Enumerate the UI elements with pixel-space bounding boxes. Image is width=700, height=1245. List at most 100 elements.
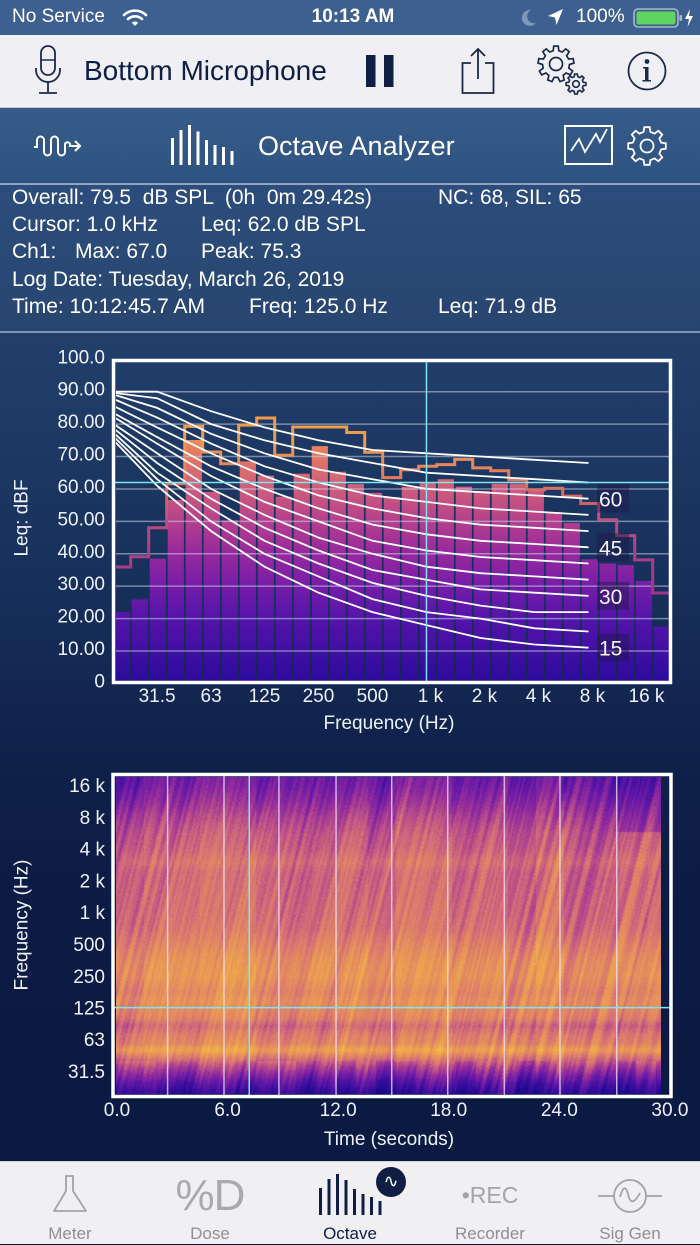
octave-bar xyxy=(437,479,454,684)
pause-button[interactable] xyxy=(364,53,396,89)
sine-generator-icon xyxy=(598,1179,662,1213)
wifi-icon xyxy=(122,9,148,26)
cursor-frequency: Cursor: 1.0 kHz xyxy=(12,213,158,236)
battery-percent: 100% xyxy=(576,6,625,27)
share-icon xyxy=(461,62,495,94)
spectrogram-y-tick-label: 31.5 xyxy=(68,1062,105,1083)
nc-curve xyxy=(116,394,589,500)
log-time: Time: 10:12:45.7 AM xyxy=(12,295,205,318)
x-tick-label: 8 k xyxy=(580,686,606,707)
tab-bar: Meter %D Dose ∿ Octave •REC Recorder Sig… xyxy=(0,1161,700,1244)
charts-overlay[interactable]: 15 30 45 60 100.0 90.00 80.00 70.00 60.00 50.00 40… xyxy=(0,333,700,1161)
octave-bar xyxy=(116,612,130,684)
spectrogram-overlay: 16 k 8 k 4 k 2 k 1 k 500 250 125 63 31.5 0.0 6.0 12.… xyxy=(12,772,688,1150)
analyzer-header: Octave Analyzer xyxy=(0,108,700,183)
y-axis-title: Leq: dBF xyxy=(12,479,33,556)
y-tick-label: 0 xyxy=(94,671,105,692)
tab-octave[interactable]: ∿ Octave xyxy=(280,1162,420,1245)
octave-bar xyxy=(329,471,346,684)
tab-sig-gen[interactable]: Sig Gen xyxy=(560,1162,700,1245)
share-button[interactable] xyxy=(459,46,497,96)
octave-bar xyxy=(545,511,562,684)
spectrogram-y-tick-label: 500 xyxy=(73,935,105,956)
octave-bar xyxy=(473,490,490,684)
pause-icon xyxy=(366,55,376,87)
input-source-label[interactable]: Bottom Microphone xyxy=(84,55,327,86)
spectrogram-x-tick-label: 0.0 xyxy=(104,1100,130,1121)
x-tick-label: 125 xyxy=(249,686,281,707)
octave-bar xyxy=(257,475,274,684)
nc-curves xyxy=(116,390,589,649)
log-date: Log Date: Tuesday, March 26, 2019 xyxy=(12,268,345,291)
overall-level: Overall: 79.5 dB SPL (0h 0m 29.42s) xyxy=(12,186,372,209)
x-tick-label: 2 k xyxy=(472,686,498,707)
spectrogram-x-tick-label: 24.0 xyxy=(541,1100,578,1121)
battery-icon xyxy=(633,8,693,28)
y-tick-label: 10.00 xyxy=(57,639,105,660)
octave-bar xyxy=(653,626,670,684)
clock: 10:13 AM xyxy=(311,6,395,27)
spectrogram-image[interactable] xyxy=(116,777,661,1094)
spectrogram-y-axis-title: Frequency (Hz) xyxy=(12,860,33,991)
tab-recorder[interactable]: •REC Recorder xyxy=(420,1162,560,1245)
waveform-arrow-icon[interactable] xyxy=(32,132,84,160)
log-leq: Leq: 71.9 dB xyxy=(438,295,558,318)
spectrogram-y-tick-label: 8 k xyxy=(80,808,106,829)
spectrogram-y-tick-label: 4 k xyxy=(80,840,106,861)
tab-label: Octave xyxy=(323,1224,377,1243)
nc-curve xyxy=(116,406,589,532)
octave-bar xyxy=(347,484,364,684)
octave-bar xyxy=(617,565,634,684)
flask-icon xyxy=(53,1175,87,1212)
microphone-icon[interactable] xyxy=(32,44,64,96)
octave-bars-icon xyxy=(319,1174,382,1215)
spectrogram-x-tick-label: 30.0 xyxy=(651,1100,688,1121)
log-frequency: Freq: 125.0 Hz xyxy=(249,295,388,318)
octave-bar xyxy=(167,499,184,684)
nc-curve-label: 60 xyxy=(599,489,622,512)
chart-view-button[interactable] xyxy=(563,124,615,166)
info-button[interactable] xyxy=(626,50,668,92)
y-tick-label: 90.00 xyxy=(57,380,105,401)
octave-bar xyxy=(275,496,292,684)
y-tick-label: 60.00 xyxy=(57,477,105,498)
rec-icon: •REC xyxy=(461,1182,519,1208)
nc-curve xyxy=(116,390,589,464)
octave-plot[interactable]: 15 30 45 60 xyxy=(104,390,670,684)
charging-bolt-icon xyxy=(685,9,693,27)
chart-view-icon xyxy=(564,125,613,165)
octave-bar xyxy=(203,491,220,684)
spectrogram-x-tick-label: 6.0 xyxy=(214,1100,240,1121)
nc-curve xyxy=(116,424,589,581)
spectrogram-x-axis-title: Time (seconds) xyxy=(324,1129,454,1150)
nc-curve xyxy=(116,392,589,484)
spectrogram-y-tick-label: 250 xyxy=(73,967,105,988)
nc-label-bg xyxy=(597,633,629,662)
tab-meter[interactable]: Meter xyxy=(0,1162,140,1245)
x-tick-label: 500 xyxy=(357,686,389,707)
analyzer-title: Octave Analyzer xyxy=(258,131,455,161)
percent-d-icon: %D xyxy=(175,1171,246,1220)
x-tick-label: 31.5 xyxy=(139,686,176,707)
nc-curve-label: 45 xyxy=(599,537,622,560)
y-tick-label: 40.00 xyxy=(57,542,105,563)
tab-label: Dose xyxy=(190,1224,230,1243)
spectrogram-y-tick-label: 125 xyxy=(73,999,105,1020)
spectrogram-y-tick-label: 63 xyxy=(84,1030,105,1051)
octave-bar xyxy=(401,486,418,684)
octave-bar xyxy=(419,482,436,684)
readout-panel: Overall: 79.5 dB SPL (0h 0m 29.42s) NC: … xyxy=(0,185,700,331)
tab-dose[interactable]: %D Dose xyxy=(140,1162,280,1245)
octave-bar xyxy=(509,483,526,684)
y-tick-label: 70.00 xyxy=(57,445,105,466)
tab-label: Sig Gen xyxy=(599,1224,661,1243)
nc-curve xyxy=(116,441,589,649)
settings-button[interactable] xyxy=(534,44,590,96)
octave-bars-icon xyxy=(171,125,234,165)
moon-icon xyxy=(521,9,536,26)
nc-curve xyxy=(116,437,589,633)
analyzer-settings-button[interactable] xyxy=(626,125,668,167)
octave-bar xyxy=(185,440,202,684)
spectrogram-x-tick-label: 18.0 xyxy=(430,1100,467,1121)
channel-peak: Peak: 75.3 xyxy=(201,240,302,263)
